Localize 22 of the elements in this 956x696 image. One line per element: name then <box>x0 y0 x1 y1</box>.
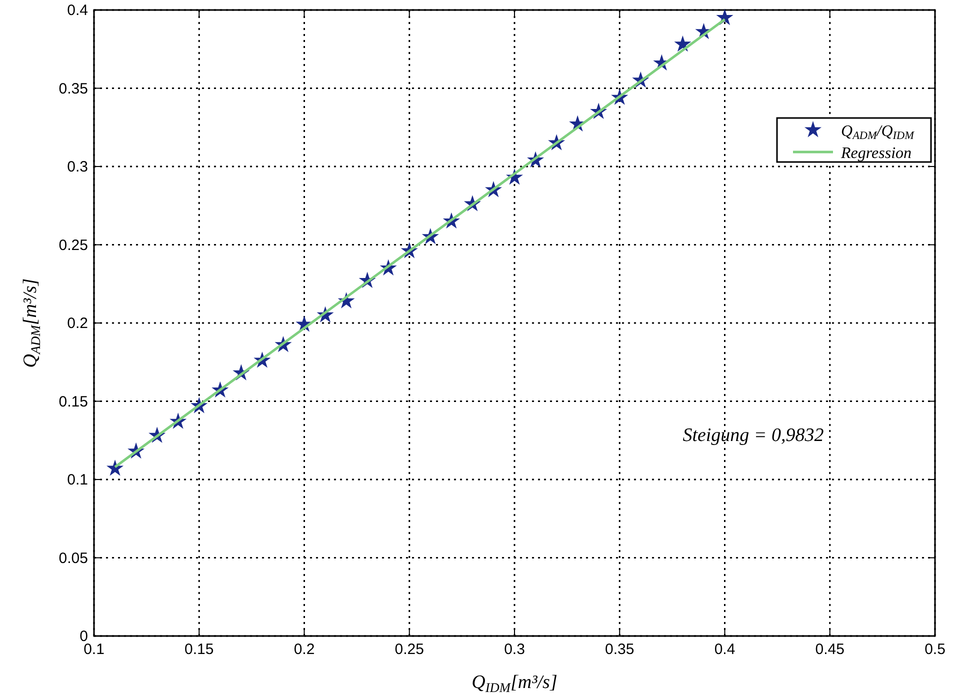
point <box>106 460 124 476</box>
y-tick-label: 0.15 <box>58 393 88 410</box>
x-tick-label: 0.15 <box>184 641 214 658</box>
y-tick-label: 0.05 <box>58 550 88 567</box>
y-tick-label: 0.1 <box>67 472 88 488</box>
x-tick-label: 0.45 <box>815 641 844 658</box>
annotation: Steigung = 0,9832 <box>682 424 824 446</box>
y-tick-label: 0.3 <box>67 158 88 176</box>
legend-label: Q$_{ADM}$/Q$_{IDM}$ <box>841 123 915 142</box>
point <box>674 35 692 52</box>
y-tick-label: 0.2 <box>67 315 88 332</box>
y-tick-label: 0.4 <box>67 2 88 19</box>
legend-label: Regression <box>840 145 912 162</box>
x-tick-label: 0.3 <box>504 641 525 658</box>
x-tick-label: 0.35 <box>605 641 634 658</box>
y-tick-label: 0.25 <box>58 236 88 254</box>
y-tick-label: 0.35 <box>58 80 88 98</box>
x-tick-label: 0.2 <box>294 641 315 658</box>
x-tick-label: 0.25 <box>394 641 424 658</box>
x-tick-label: 0.4 <box>714 641 736 658</box>
x-tick-label: 0.5 <box>924 641 946 658</box>
x-axis-title: Q$_{IDM}$[m³/s] <box>472 672 558 695</box>
